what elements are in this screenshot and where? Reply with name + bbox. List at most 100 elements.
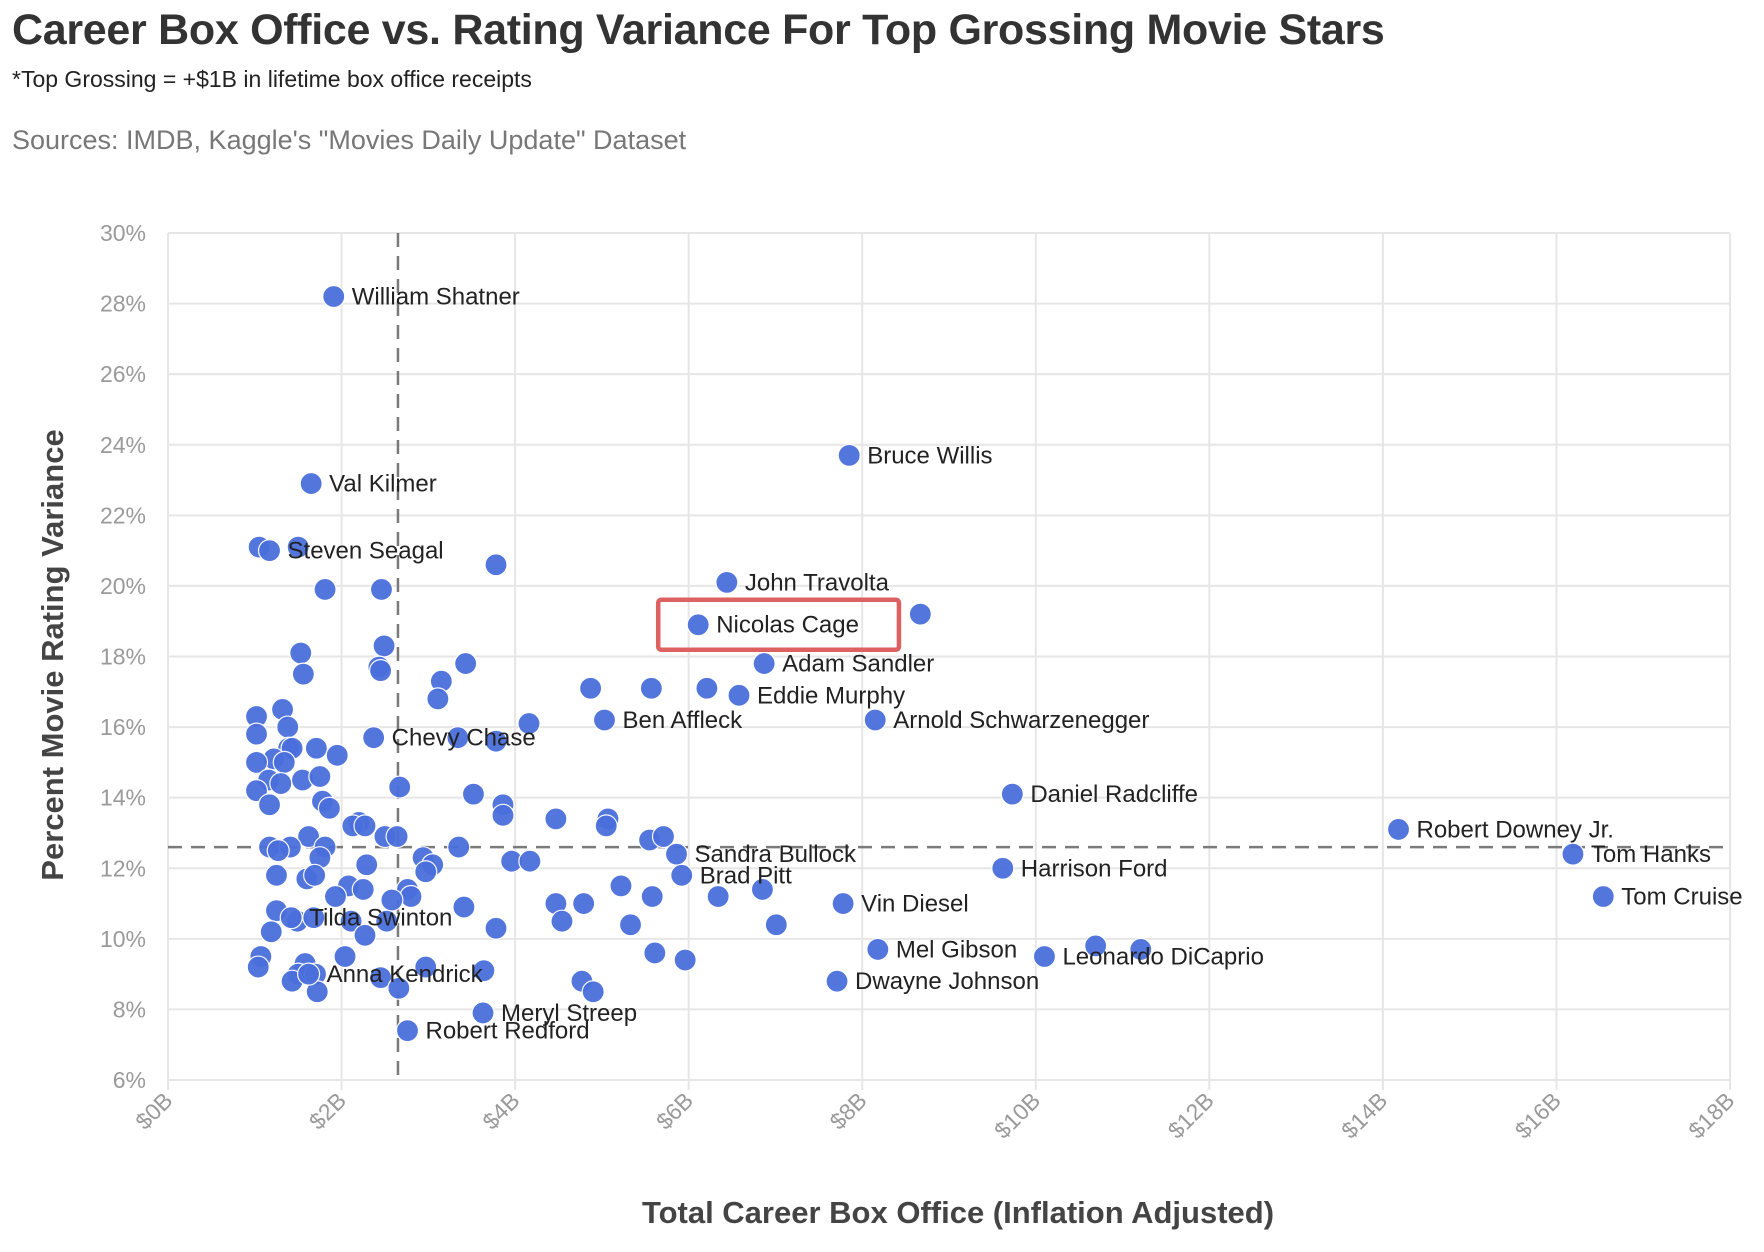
data-point-robert-redford[interactable] (395, 1018, 420, 1043)
data-point[interactable] (304, 736, 328, 760)
data-point-anna-kendrick[interactable] (296, 962, 321, 986)
data-point[interactable] (581, 980, 605, 1004)
data-point[interactable] (618, 913, 643, 937)
data-point-steven-seagal[interactable] (257, 539, 282, 563)
data-point[interactable] (369, 577, 394, 602)
data-point[interactable] (491, 803, 515, 827)
data-point-tilda-swinton[interactable] (279, 906, 303, 930)
data-point-dwayne-johnson[interactable] (825, 969, 849, 993)
data-point[interactable] (369, 966, 393, 990)
data-point[interactable] (264, 863, 289, 887)
chart-subtitle: *Top Grossing = +$1B in lifetime box off… (12, 66, 532, 92)
data-point-robert-downey-jr[interactable] (1386, 817, 1411, 842)
data-point[interactable] (518, 849, 542, 873)
data-point-bruce-willis[interactable] (837, 443, 861, 467)
data-point[interactable] (291, 662, 315, 686)
data-point[interactable] (246, 955, 270, 979)
data-point[interactable] (339, 909, 363, 933)
data-point[interactable] (454, 651, 478, 676)
data-point[interactable] (372, 634, 396, 658)
data-point[interactable] (414, 955, 438, 979)
data-point-vin-diesel[interactable] (831, 891, 855, 916)
data-point[interactable] (594, 814, 618, 838)
data-point[interactable] (269, 771, 293, 796)
data-point[interactable] (325, 743, 349, 767)
data-point[interactable] (385, 824, 409, 849)
data-point[interactable] (308, 764, 332, 789)
data-point[interactable] (286, 535, 310, 559)
data-point-val-kilmer[interactable] (299, 471, 323, 496)
data-point-chevy-chase[interactable] (362, 726, 386, 750)
data-point[interactable] (452, 895, 476, 919)
data-point[interactable] (639, 676, 663, 700)
data-point[interactable] (317, 796, 342, 820)
data-point[interactable] (387, 976, 411, 1000)
data-point[interactable] (303, 863, 327, 887)
data-point[interactable] (375, 909, 399, 933)
data-point-william-shatner[interactable] (322, 284, 346, 309)
data-point[interactable] (266, 839, 290, 863)
data-point[interactable] (651, 824, 676, 849)
data-point[interactable] (353, 923, 377, 947)
data-point[interactable] (484, 916, 508, 940)
data-point[interactable] (484, 729, 508, 753)
data-point[interactable] (1129, 937, 1153, 962)
data-point[interactable] (296, 824, 321, 849)
data-point[interactable] (447, 835, 471, 859)
data-point-harrison-ford[interactable] (991, 856, 1015, 880)
data-point-tom-hanks[interactable] (1561, 842, 1585, 866)
data-point[interactable] (244, 722, 269, 746)
data-point[interactable] (369, 659, 393, 683)
point-label-adam-sandler: Adam Sandler (782, 651, 934, 678)
data-point[interactable] (388, 775, 412, 799)
data-point[interactable] (333, 944, 357, 969)
point-label-bruce-willis: Bruce Willis (867, 442, 992, 469)
data-point[interactable] (908, 602, 932, 626)
data-point-meryl-streep[interactable] (471, 1001, 495, 1025)
data-point[interactable] (276, 715, 300, 739)
data-point-nicolas-cage[interactable] (686, 613, 710, 637)
data-point[interactable] (517, 711, 541, 736)
data-point-daniel-radcliffe[interactable] (1000, 782, 1024, 806)
data-point[interactable] (472, 958, 496, 983)
data-point-arnold-schwarzenegger[interactable] (863, 708, 887, 732)
data-point[interactable] (355, 853, 379, 877)
data-point[interactable] (289, 641, 313, 665)
data-point[interactable] (764, 913, 788, 937)
data-point[interactable] (461, 782, 486, 806)
data-point[interactable] (257, 793, 282, 817)
data-point[interactable] (550, 909, 574, 933)
data-point-eddie-murphy[interactable] (727, 683, 751, 707)
data-point[interactable] (272, 750, 296, 774)
data-point[interactable] (544, 807, 568, 831)
data-point[interactable] (351, 877, 375, 902)
data-point[interactable] (695, 676, 719, 700)
data-point-mel-gibson[interactable] (866, 937, 890, 962)
data-point-sandra-bullock[interactable] (664, 842, 689, 866)
data-point[interactable] (426, 687, 450, 711)
data-point[interactable] (313, 577, 337, 602)
data-point[interactable] (640, 884, 664, 909)
data-point-tom-cruise[interactable] (1591, 884, 1615, 909)
y-tick-label: 12% (100, 855, 146, 881)
data-point[interactable] (484, 553, 508, 577)
data-point[interactable] (579, 676, 603, 700)
data-point[interactable] (323, 884, 348, 909)
data-point[interactable] (446, 726, 470, 750)
data-point[interactable] (673, 948, 697, 972)
data-point-ben-affleck[interactable] (592, 708, 617, 732)
data-point[interactable] (1084, 934, 1108, 958)
data-point[interactable] (353, 814, 377, 838)
data-point[interactable] (643, 941, 667, 965)
data-point[interactable] (414, 860, 438, 884)
data-point[interactable] (244, 750, 269, 774)
data-point[interactable] (750, 877, 775, 902)
data-point-leonardo-dicaprio[interactable] (1032, 944, 1057, 969)
data-point-john-travolta[interactable] (715, 570, 739, 594)
data-point-brad-pitt[interactable] (670, 863, 694, 887)
data-point[interactable] (609, 874, 633, 898)
data-point[interactable] (572, 891, 596, 916)
data-point[interactable] (259, 920, 283, 944)
data-point[interactable] (706, 884, 730, 909)
data-point-adam-sandler[interactable] (752, 651, 776, 676)
